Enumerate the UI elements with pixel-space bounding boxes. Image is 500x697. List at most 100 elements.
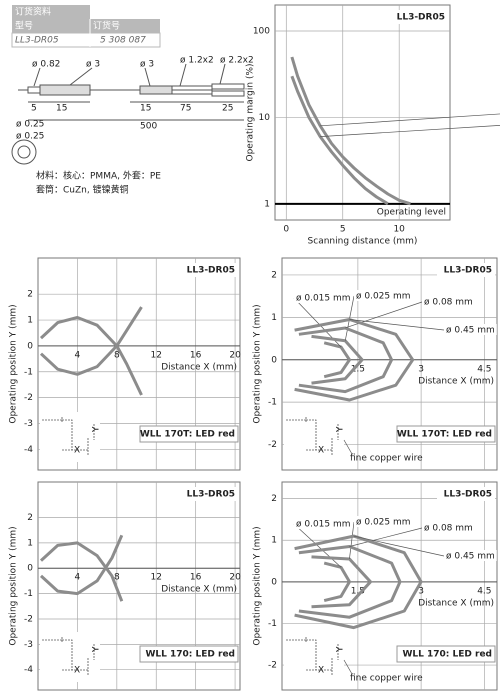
y-tick-label: 2 (27, 513, 33, 523)
caption-bg (139, 645, 239, 663)
leader-line (349, 521, 355, 560)
caption: WLL 170T: LED red (140, 430, 235, 440)
x-tick-label: 5 (340, 225, 346, 235)
y-tick-label: 0 (271, 577, 277, 587)
leader-line (349, 319, 445, 331)
chart-title: LL3-DR05 (444, 490, 492, 500)
title-bg (437, 487, 495, 501)
y-tick-label: -1 (268, 619, 277, 629)
series-label: ø 0.025 mm (356, 518, 411, 528)
dimension: 500 (140, 122, 157, 132)
note-leader (343, 439, 353, 455)
inset-label: Y (336, 426, 346, 433)
x-tick-label: 16 (190, 350, 202, 360)
table-cell (12, 19, 90, 33)
inset-label: Y (92, 646, 102, 653)
note-leader (343, 659, 353, 675)
dimension: 25 (222, 104, 233, 114)
x-tick-label: 3 (418, 364, 424, 374)
x-tick-label: 4 (75, 350, 81, 360)
series-label: ø 0.08 mm (424, 524, 473, 534)
x-axis-label: Distance X (mm) (161, 585, 237, 595)
series-line (311, 334, 364, 385)
series-line (39, 541, 124, 602)
y-tick-label: 100 (253, 27, 270, 37)
x-tick-label: 12 (151, 573, 162, 583)
y-tick-label: 2 (271, 494, 277, 504)
label-bg (294, 292, 353, 303)
table-cell (90, 19, 160, 33)
caption: WLL 170: LED red (402, 650, 492, 660)
label-bg (422, 296, 475, 307)
inset-label: Y (92, 426, 102, 433)
x-tick-label: 20 (229, 573, 241, 583)
dimension: ø 1.2x2 (180, 56, 214, 66)
series-line (290, 75, 389, 206)
inset-label: X (318, 666, 324, 676)
x-tick-label: 12 (151, 350, 162, 360)
dimension: 5 (31, 104, 37, 114)
x-tick-label: 16 (190, 573, 202, 583)
x-tick-label: 8 (114, 573, 120, 583)
label-bg (444, 550, 497, 561)
y-tick-label: -3 (24, 419, 33, 429)
leader-line (353, 535, 445, 557)
dimension: ø 0.25 (16, 132, 44, 142)
chart-title: LL3-DR05 (444, 266, 492, 276)
x-axis-label: Distance X (mm) (161, 362, 237, 372)
x-tick-label: 4.5 (477, 586, 491, 596)
label-bg (422, 522, 475, 533)
inset-icon (42, 637, 95, 676)
inset-label: X (318, 446, 324, 456)
dimension: ø 3 (86, 60, 100, 70)
material-text: 套筒：CuZn, 镀镍黄铜 (36, 184, 129, 196)
dimension: ø 0.82 (32, 60, 60, 70)
y-axis-label: Operating position Y (mm) (253, 304, 263, 423)
table-cell (11, 32, 161, 48)
y-tick-label: 10 (259, 113, 271, 123)
series-label: ø 0.45 mm (446, 326, 495, 336)
series-line (39, 316, 143, 396)
chart-title: LL3-DR05 (187, 266, 235, 276)
inset-icon (42, 417, 95, 456)
caption-bg (396, 645, 496, 663)
y-tick-label: 2 (271, 270, 277, 280)
y-tick-label: 0 (27, 564, 33, 574)
y-tick-label: 1 (271, 313, 277, 323)
x-axis-label: Distance X (mm) (418, 598, 494, 608)
y-tick-label: -2 (268, 661, 277, 671)
y-axis-label: Operating margin (%) (246, 63, 256, 161)
table-cell (12, 5, 90, 19)
dimension: ø 2.2x2 (220, 56, 254, 66)
x-tick-label: 20 (229, 350, 241, 360)
y-tick-label: -1 (24, 589, 33, 599)
note: fine copper wire (350, 454, 423, 464)
leader-line (293, 523, 342, 568)
y-tick-label: 2 (27, 290, 33, 300)
x-tick-label: 1.5 (351, 364, 365, 374)
caption: WLL 170T: LED red (397, 430, 492, 440)
inset-label: X (74, 446, 80, 456)
series-line (311, 555, 372, 609)
y-tick-label: -2 (268, 440, 277, 450)
label-bg (444, 324, 497, 335)
series-line (323, 561, 351, 603)
series-label: ø 0.015 mm (296, 520, 351, 530)
inset-bg (284, 412, 344, 462)
y-tick-label: -2 (24, 393, 33, 403)
x-axis-label: Distance X (mm) (418, 376, 494, 386)
series-label: ø 0.45 mm (446, 552, 495, 562)
leader-line (320, 113, 500, 127)
leader-line (320, 125, 500, 137)
dimension: ø 0.25 (16, 120, 44, 130)
inset-label: X (74, 666, 80, 676)
series-label: ø 0.08 mm (424, 298, 473, 308)
x-axis-label: Scanning distance (mm) (308, 237, 418, 247)
y-tick-label: 1 (27, 538, 33, 548)
chart-title: LL3-DR05 (397, 13, 445, 23)
title-bg (180, 487, 238, 501)
title-bg (437, 263, 495, 277)
y-tick-label: 1 (271, 536, 277, 546)
table-cell-text: 5 308 087 (100, 36, 146, 46)
